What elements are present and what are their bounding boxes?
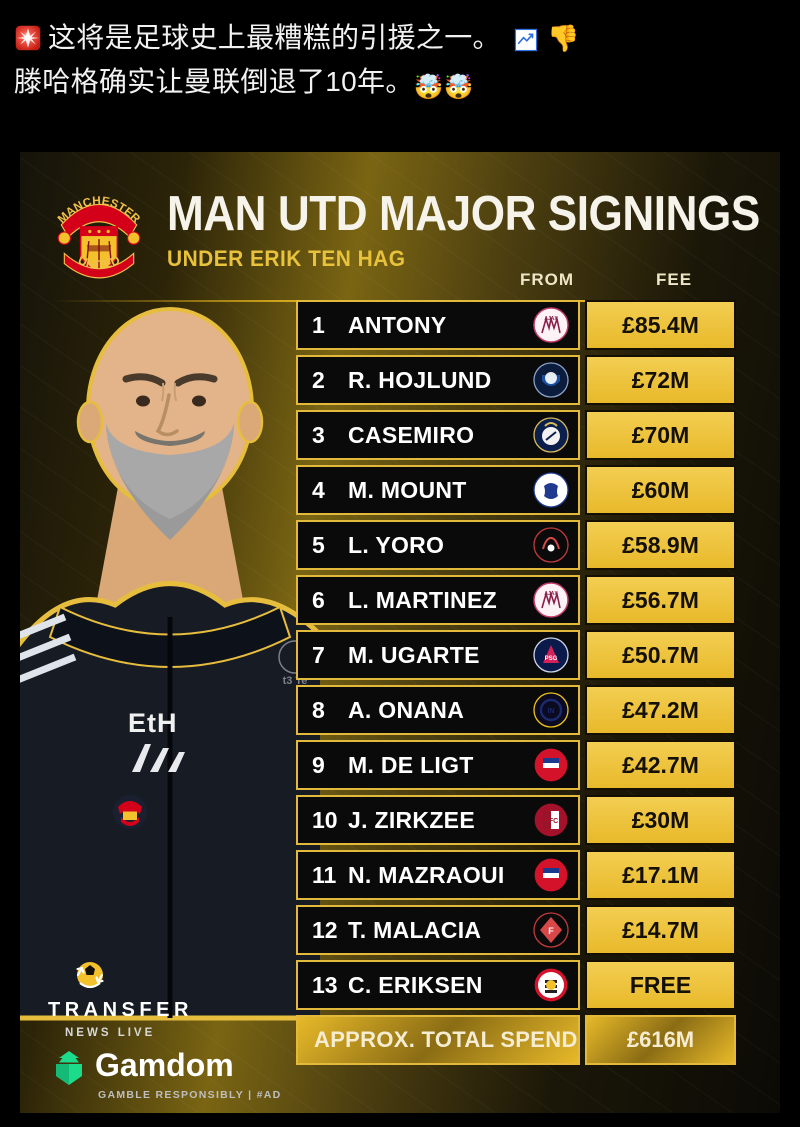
svg-text:F: F [548,926,554,936]
svg-text:EtH: EtH [128,708,178,738]
svg-text:BFC: BFC [544,818,558,825]
svg-text:PSG: PSG [545,656,558,662]
svg-text:IN: IN [548,708,555,715]
